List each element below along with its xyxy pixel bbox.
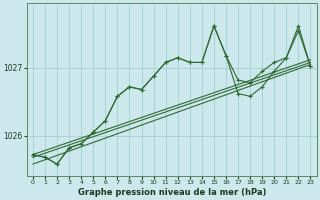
X-axis label: Graphe pression niveau de la mer (hPa): Graphe pression niveau de la mer (hPa) [77,188,266,197]
